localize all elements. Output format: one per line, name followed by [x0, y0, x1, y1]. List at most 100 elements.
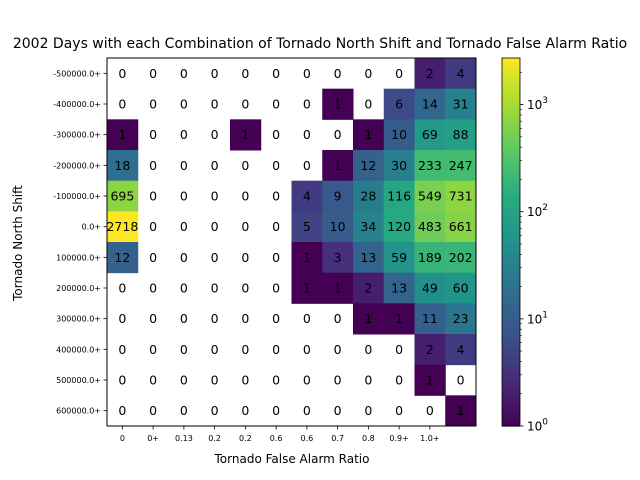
colorbar-segment — [502, 94, 520, 99]
cell-value-label: 0 — [180, 342, 188, 357]
colorbar-segment — [502, 202, 520, 206]
cell-value-label: 0 — [272, 97, 280, 112]
heatmap-cell — [353, 119, 385, 151]
colorbar-segment — [502, 76, 520, 81]
heatmap-cell — [445, 242, 477, 274]
colorbar-segment — [502, 383, 520, 387]
heatmap-cell — [383, 150, 415, 182]
colorbar-segment — [502, 171, 520, 176]
colorbar-segment — [502, 416, 520, 421]
colorbar-segment — [502, 404, 520, 409]
cell-value-label: 0 — [241, 66, 249, 81]
heatmap-cell — [383, 272, 415, 304]
colorbar-segment — [502, 214, 520, 219]
colorbar-segment — [502, 97, 520, 102]
colorbar-segment — [502, 254, 520, 258]
x-tick-label: 0+ — [147, 434, 159, 443]
cell-value-label: 0 — [118, 342, 126, 357]
x-tick-label: 0.6 — [301, 434, 314, 443]
y-axis-label: Tornado North Shift — [11, 185, 25, 302]
colorbar-segment — [502, 100, 520, 105]
colorbar-segment — [502, 284, 520, 289]
heatmap-cell — [291, 272, 323, 304]
cell-value-label: 10 — [391, 127, 407, 142]
cell-value-label: 2718 — [106, 219, 138, 234]
heatmap-cell — [414, 364, 446, 396]
y-axis: -500000.0+ -400000.0+ -300000.0+ -200000.0+… — [53, 69, 107, 416]
colorbar-segment — [502, 131, 520, 136]
cell-value-label: 189 — [418, 250, 442, 265]
cell-value-label: 18 — [114, 158, 130, 173]
cell-value-label: 14 — [422, 97, 438, 112]
colorbar-segment — [502, 153, 520, 157]
cell-value-label: 0 — [272, 342, 280, 357]
y-tick-label: 600000.0+ — [56, 407, 101, 416]
colorbar-segment — [502, 422, 520, 427]
heatmap-cell — [353, 180, 385, 212]
cell-value-label: 0 — [180, 219, 188, 234]
cell-value-label: 0 — [334, 373, 342, 388]
cell-value-label: 0 — [272, 158, 280, 173]
y-tick-label: 300000.0+ — [56, 315, 101, 324]
cell-value-label: 69 — [422, 127, 438, 142]
colorbar-segment — [502, 260, 520, 265]
colorbar-segment — [502, 229, 520, 234]
cell-value-label: 116 — [387, 189, 411, 204]
cell-value-label: 0 — [149, 342, 157, 357]
cell-value-label: 1 — [334, 97, 342, 112]
heatmap-cell — [445, 150, 477, 182]
cell-value-label: 0 — [272, 250, 280, 265]
colorbar-segment — [502, 211, 520, 215]
heatmap-cell — [445, 272, 477, 304]
colorbar-segment — [502, 146, 520, 151]
colorbar-segment — [502, 272, 520, 277]
x-tick-label: 0.2 — [208, 434, 221, 443]
y-tick-label: -200000.0+ — [53, 161, 101, 170]
colorbar-segment — [502, 125, 520, 130]
heatmap-cell — [445, 88, 477, 120]
heatmap-cell — [414, 242, 446, 274]
colorbar-segment — [502, 395, 520, 399]
y-tick-label: -100000.0+ — [53, 192, 101, 201]
colorbar-segment — [502, 205, 520, 209]
colorbar-segment — [502, 150, 520, 154]
x-tick-label: 0.6 — [270, 434, 283, 443]
cell-value-label: 0 — [180, 373, 188, 388]
heatmap-cell — [353, 272, 385, 304]
colorbar-segment — [502, 85, 520, 90]
cell-value-label: 0 — [303, 127, 311, 142]
heatmap-cell — [353, 303, 385, 335]
colorbar-segment — [502, 168, 520, 173]
cell-value-label: 731 — [449, 189, 473, 204]
colorbar-segment — [502, 88, 520, 93]
colorbar-segment — [502, 242, 520, 246]
x-axis: 0 0+ 0.13 0.2 0.2 0.6 0.6 0.7 0.8 0.9+ 1.0+ — [120, 426, 440, 443]
heatmap-cell — [322, 180, 354, 212]
colorbar-segment — [502, 159, 520, 163]
colorbar-segment — [502, 306, 520, 311]
colorbar-tick-label: 100 — [527, 418, 548, 434]
cell-value-label: 0 — [211, 66, 219, 81]
cell-value-label: 0 — [364, 342, 372, 357]
colorbar-segment — [502, 278, 520, 283]
colorbar-segment — [502, 189, 520, 194]
cell-value-label: 0 — [180, 403, 188, 418]
colorbar-segment — [502, 401, 520, 406]
colorbar-segment — [502, 300, 520, 304]
heatmap-cell — [353, 150, 385, 182]
heatmap-cell — [414, 119, 446, 151]
heatmap-cell — [322, 88, 354, 120]
colorbar-segment — [502, 288, 520, 292]
cell-value-label: 0 — [149, 373, 157, 388]
cell-value-label: 0 — [334, 127, 342, 142]
cell-value-label: 0 — [303, 66, 311, 81]
x-tick-label: 0.8 — [362, 434, 375, 443]
cell-value-label: 34 — [360, 219, 376, 234]
cell-value-label: 120 — [387, 219, 411, 234]
cell-value-label: 5 — [303, 219, 311, 234]
cell-value-label: 23 — [453, 311, 469, 326]
y-tick-label: 400000.0+ — [56, 345, 101, 354]
cell-value-label: 1 — [303, 250, 311, 265]
colorbar-segment — [502, 140, 520, 145]
cell-value-label: 0 — [364, 403, 372, 418]
